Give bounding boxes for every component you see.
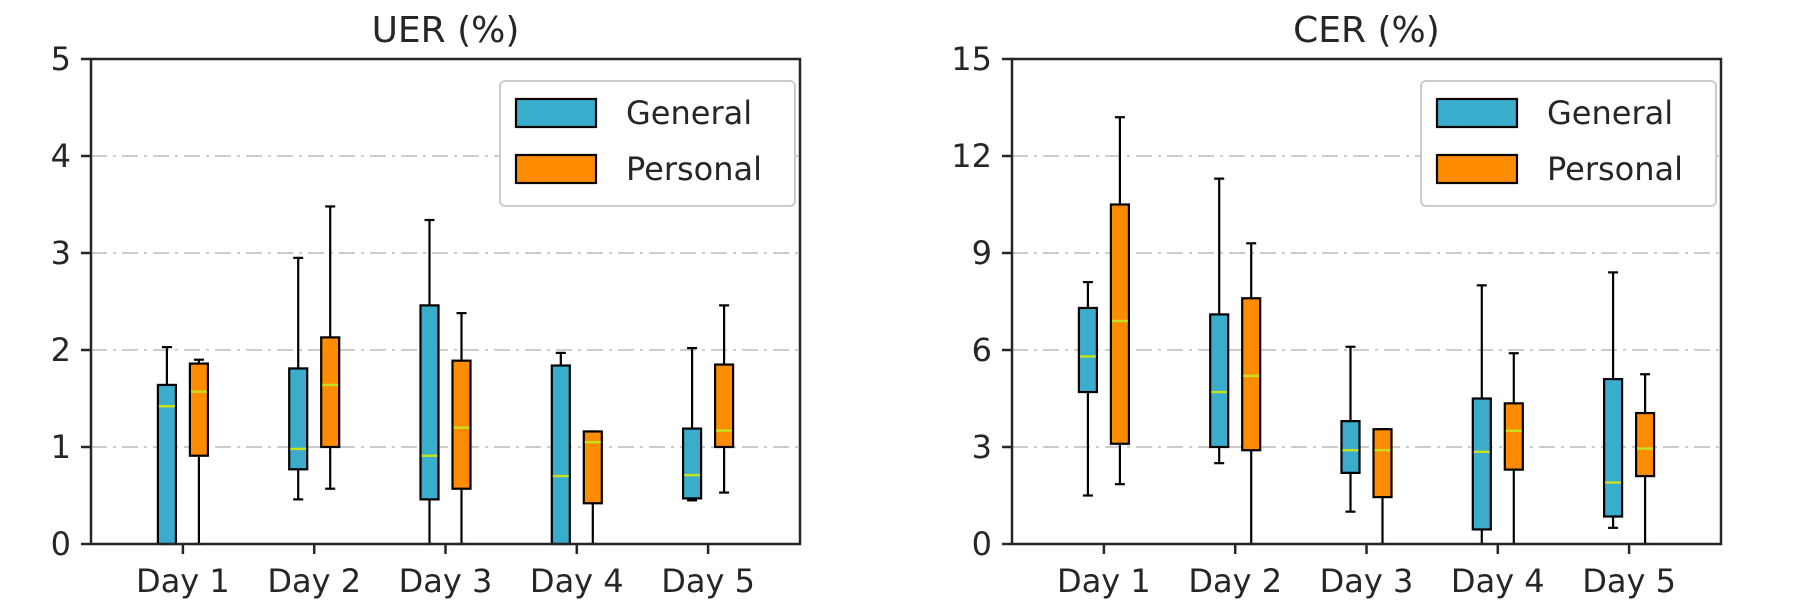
legend-swatch-general [1435,97,1519,129]
y-tick-label: 6 [972,331,992,369]
box-general-1 [1077,281,1099,497]
box-rect [320,336,341,449]
box-rect [1602,378,1624,518]
box-rect [419,304,440,501]
box-rect [550,364,571,546]
box-rect [1109,203,1131,445]
y-tick-label: 1 [51,428,71,466]
box-personal-5 [1634,373,1656,546]
y-tick-label: 0 [51,525,71,563]
box-personal-5 [713,304,735,494]
x-tick-label: Day 3 [399,562,493,600]
box-rect [156,383,178,546]
chart-panel-1: UER (%) 0 1 2 3 4 5 Day 1 Day 2 Day 3 Day 4 Day 5 Ge… [51,10,802,600]
box-rect [713,363,735,449]
box-general-2 [288,256,309,501]
x-tick-label: Day 5 [661,562,755,600]
chart-panel-2: CER (%) 0 3 6 9 12 15 Day 1 Day 2 Day 3 Day 4 Day 5… [951,10,1723,600]
x-tick-label: Day 2 [1188,562,1282,600]
legend-label-personal: Personal [626,150,762,188]
box-rect [1372,428,1393,499]
x-tick-label: Day 1 [1057,562,1151,600]
x-tick-label: Day 4 [530,562,624,600]
y-tick-label: 5 [51,40,71,78]
box-personal-1 [188,358,210,546]
legend-label-personal: Personal [1547,150,1683,188]
box-personal-4 [1503,352,1524,546]
box-rect [1471,397,1492,531]
box-general-5 [681,346,703,502]
box-rect [681,427,703,500]
y-tick-label: 9 [972,234,992,272]
box-personal-3 [1372,428,1393,546]
legend-swatch-general [514,97,598,129]
chart-title: UER (%) [372,10,520,51]
box-general-5 [1602,271,1624,529]
box-rect [582,430,603,505]
box-general-3 [1340,345,1361,513]
box-rect [1241,297,1262,452]
box-rect [1077,306,1099,394]
box-personal-2 [1241,242,1262,546]
box-rect [1634,411,1656,478]
box-rect [288,367,309,471]
x-tick-label: Day 3 [1320,562,1414,600]
legend: General Personal [499,80,796,207]
axes-frame [1010,57,1723,546]
y-tick-label: 2 [51,331,71,369]
box-rect [1503,402,1524,471]
legend-label-general: General [1547,94,1673,132]
box-personal-1 [1109,116,1131,486]
y-tick-label: 3 [51,234,71,272]
box-personal-2 [320,205,341,490]
y-tick-label: 15 [951,40,992,78]
x-tick-label: Day 2 [267,562,361,600]
x-tick-label: Day 5 [1582,562,1676,600]
box-general-1 [156,345,178,546]
legend-label-general: General [626,94,752,132]
chart-title: CER (%) [1293,10,1440,51]
box-rect [451,359,472,490]
y-tick-label: 3 [972,428,992,466]
box-personal-3 [451,312,472,546]
y-tick-label: 0 [972,525,992,563]
legend-swatch-personal [514,153,598,185]
y-tick-label: 12 [951,137,992,175]
legend: General Personal [1420,80,1717,207]
x-tick-label: Day 4 [1451,562,1545,600]
legend-swatch-personal [1435,153,1519,185]
box-rect [1209,313,1230,449]
box-general-4 [550,351,571,546]
x-tick-label: Day 1 [136,562,230,600]
box-general-3 [419,218,440,546]
box-rect [188,362,210,457]
box-rect [1340,420,1361,474]
axes-frame [89,57,802,546]
box-general-2 [1209,177,1230,465]
y-tick-label: 4 [51,137,71,175]
box-general-4 [1471,284,1492,546]
box-personal-4 [582,430,603,546]
